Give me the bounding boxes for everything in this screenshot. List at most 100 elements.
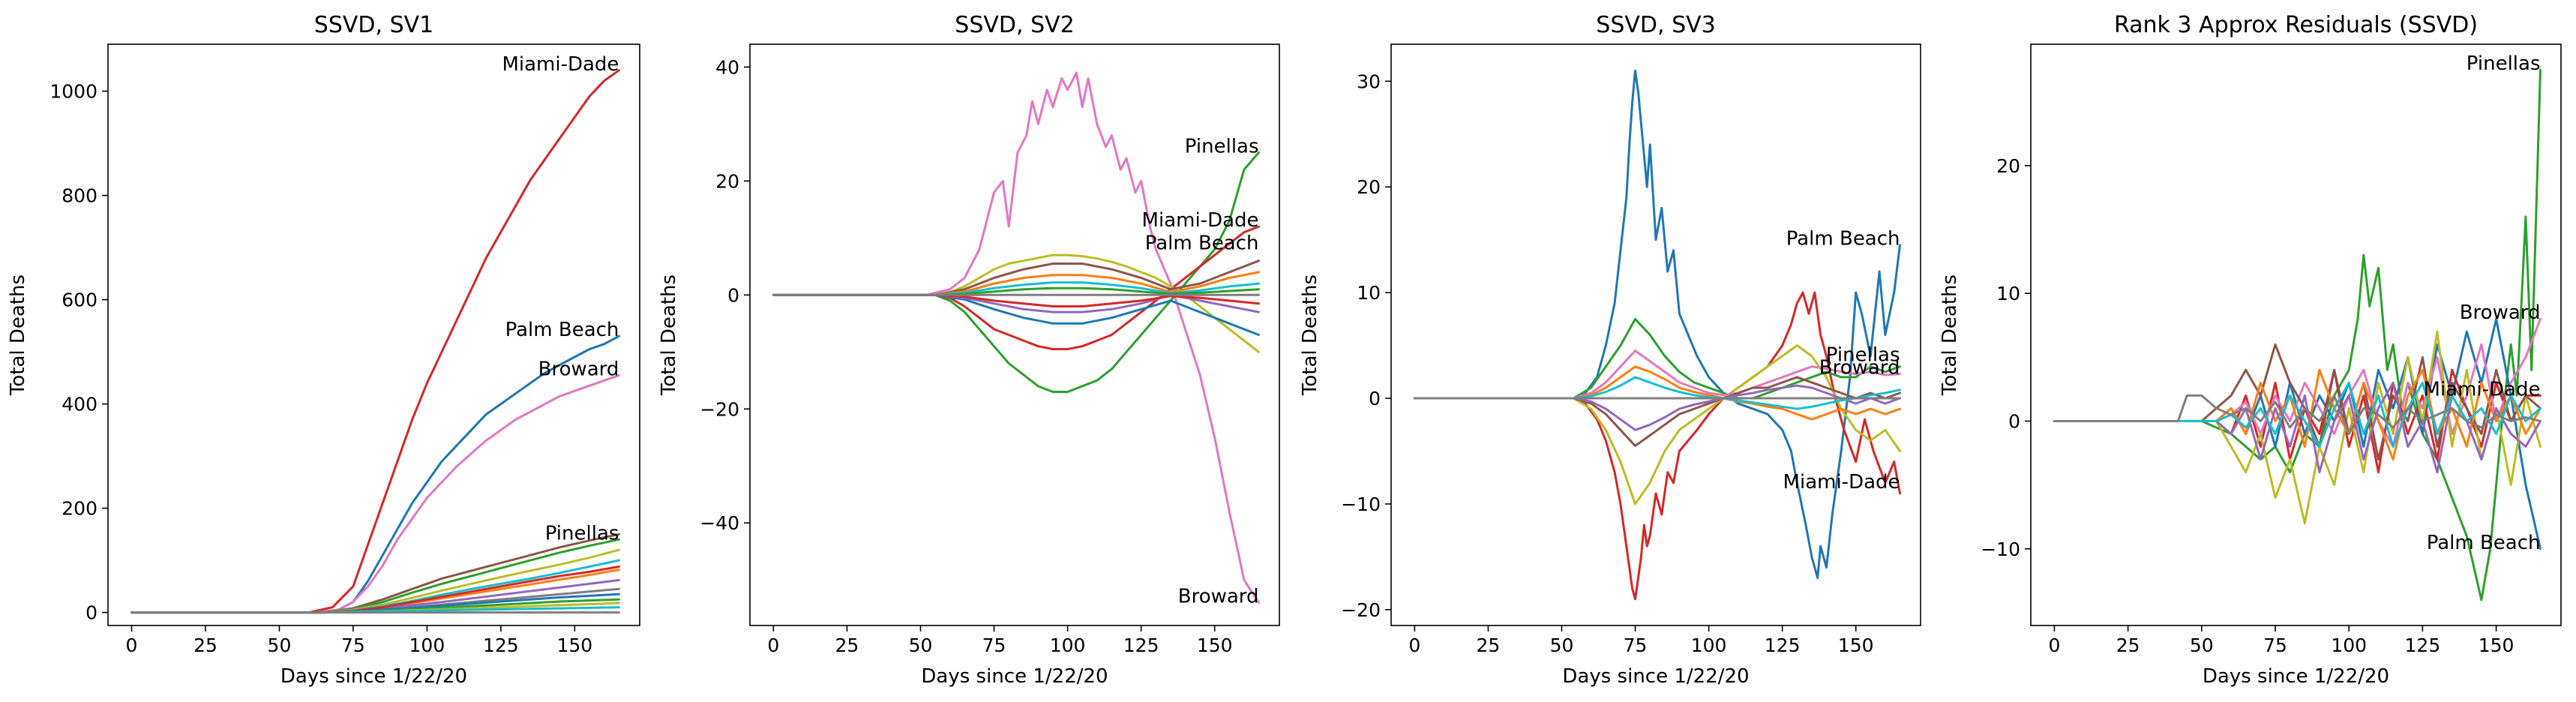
chart-title: SSVD, SV2 bbox=[955, 12, 1074, 38]
annotation-label: Miami-Dade bbox=[1142, 209, 1259, 232]
y-tick-label: 0 bbox=[85, 602, 97, 624]
series-line-5 bbox=[1413, 350, 1901, 400]
x-tick-label: 125 bbox=[1123, 634, 1159, 656]
chart-title: SSVD, SV1 bbox=[314, 12, 433, 38]
y-tick-label: 10 bbox=[1357, 282, 1381, 304]
annotation-label: Miami-Dade bbox=[1783, 471, 1900, 494]
y-tick-label: −10 bbox=[1341, 494, 1381, 515]
chart-panel-1: 0 25 50 75 100 125 150 0 200 400 600 800 1000 SSVD, S… bbox=[7, 12, 640, 688]
annotation-label: Broward bbox=[538, 358, 619, 380]
y-axis-label: Total Deaths bbox=[7, 274, 29, 396]
chart-title: SSVD, SV3 bbox=[1596, 12, 1715, 38]
y-tick-label: 0 bbox=[727, 284, 739, 306]
x-tick-label: 50 bbox=[909, 634, 933, 656]
annotation-label: Pinellas bbox=[1826, 344, 1900, 367]
plot-area bbox=[1413, 69, 1901, 601]
y-tick-label: −20 bbox=[1341, 599, 1381, 621]
x-tick-label: 50 bbox=[2190, 634, 2214, 656]
series-line-7 bbox=[2053, 368, 2542, 461]
series-line-1 bbox=[772, 71, 1260, 604]
x-tick-label: 100 bbox=[409, 634, 445, 656]
y-tick-label: 0 bbox=[1369, 388, 1381, 410]
y-tick-label: 400 bbox=[61, 394, 97, 416]
y-axis-label: Total Deaths bbox=[1299, 274, 1321, 396]
y-tick-label: 20 bbox=[1996, 155, 2020, 177]
series-line-6 bbox=[1413, 376, 1901, 447]
axes-frame bbox=[107, 44, 640, 626]
x-tick-label: 150 bbox=[2479, 634, 2515, 656]
annotation-label: Palm Beach bbox=[2427, 532, 2541, 554]
x-tick-label: 75 bbox=[982, 634, 1006, 656]
x-tick-label: 75 bbox=[1624, 634, 1648, 656]
annotation-label: Broward bbox=[1178, 586, 1259, 608]
x-tick-label: 150 bbox=[556, 634, 592, 656]
annotation-label: Palm Beach bbox=[505, 319, 619, 341]
y-tick-label: 20 bbox=[1357, 176, 1381, 198]
x-axis-label: Days since 1/22/20 bbox=[1562, 665, 1749, 688]
series-line-8 bbox=[2053, 381, 2542, 474]
y-tick-label: −20 bbox=[700, 398, 739, 420]
annotation-label: Pinellas bbox=[2467, 52, 2541, 75]
x-tick-label: 100 bbox=[1050, 634, 1086, 656]
series-line-3 bbox=[130, 374, 620, 614]
series-line-2 bbox=[130, 334, 620, 614]
x-tick-label: 50 bbox=[268, 634, 292, 656]
x-tick-label: 25 bbox=[193, 634, 217, 656]
series-line-10 bbox=[2053, 394, 2542, 435]
annotation-label: Broward bbox=[1819, 357, 1900, 380]
plot-area bbox=[130, 69, 620, 614]
x-tick-label: 0 bbox=[126, 634, 138, 656]
axes-frame bbox=[2030, 44, 2562, 626]
series-line-10 bbox=[772, 293, 1260, 308]
y-axis-label: Total Deaths bbox=[658, 274, 680, 396]
annotation-label: Broward bbox=[2460, 302, 2541, 324]
chart-panel-3: 0 25 50 75 100 125 150 −20 −10 0 10 20 30 SSVD, SV3 Da… bbox=[1299, 12, 1921, 688]
x-tick-label: 125 bbox=[2405, 634, 2441, 656]
y-axis-label: Total Deaths bbox=[1939, 274, 1961, 396]
series-line-1 bbox=[2053, 68, 2542, 602]
x-axis-label: Days since 1/22/20 bbox=[921, 665, 1108, 688]
x-tick-label: 75 bbox=[2263, 634, 2287, 656]
axes-frame bbox=[749, 44, 1280, 626]
x-tick-label: 125 bbox=[483, 634, 519, 656]
y-tick-label: 200 bbox=[61, 498, 97, 520]
annotation-label: Pinellas bbox=[545, 522, 619, 544]
annotation-label: Palm Beach bbox=[1786, 228, 1900, 250]
x-tick-label: 100 bbox=[1691, 634, 1727, 656]
series-line-4 bbox=[2053, 317, 2542, 448]
annotation-label: Miami-Dade bbox=[2424, 378, 2541, 400]
x-tick-label: 100 bbox=[2331, 634, 2367, 656]
y-tick-label: −10 bbox=[1981, 538, 2020, 560]
series-line-3 bbox=[772, 225, 1260, 350]
x-tick-label: 75 bbox=[341, 634, 365, 656]
chart-panel-4: 0 25 50 75 100 125 150 −10 0 10 20 Rank 3 Approx Re… bbox=[1939, 12, 2562, 688]
y-tick-label: 20 bbox=[715, 170, 739, 192]
series-line-1 bbox=[130, 69, 620, 614]
plot-area bbox=[772, 71, 1260, 604]
axes-frame bbox=[1390, 44, 1921, 626]
y-tick-label: 800 bbox=[61, 185, 97, 207]
x-tick-label: 125 bbox=[1765, 634, 1801, 656]
x-axis-label: Days since 1/22/20 bbox=[280, 665, 467, 688]
y-tick-label: 30 bbox=[1357, 70, 1381, 92]
plot-area bbox=[2053, 68, 2542, 602]
series-line-5 bbox=[772, 260, 1260, 296]
series-line-9 bbox=[2053, 381, 2542, 448]
annotation-label: Miami-Dade bbox=[502, 53, 619, 76]
chart-panel-2: 0 25 50 75 100 125 150 −40 −20 0 20 40 SSVD, SV2 Days… bbox=[658, 12, 1280, 688]
annotation-label: Palm Beach bbox=[1145, 232, 1259, 255]
y-tick-label: 10 bbox=[1996, 283, 2020, 304]
x-tick-label: 25 bbox=[2116, 634, 2140, 656]
series-line-4 bbox=[130, 532, 620, 614]
annotation-label: Pinellas bbox=[1185, 135, 1259, 158]
series-line-5 bbox=[2053, 330, 2542, 525]
x-tick-label: 150 bbox=[1197, 634, 1233, 656]
series-line-8 bbox=[1413, 384, 1901, 431]
x-tick-label: 0 bbox=[2048, 634, 2060, 656]
series-line-6 bbox=[772, 293, 1260, 336]
x-tick-label: 50 bbox=[1550, 634, 1574, 656]
y-tick-label: 0 bbox=[2008, 410, 2020, 432]
x-tick-label: 0 bbox=[767, 634, 779, 656]
x-tick-label: 25 bbox=[835, 634, 859, 656]
